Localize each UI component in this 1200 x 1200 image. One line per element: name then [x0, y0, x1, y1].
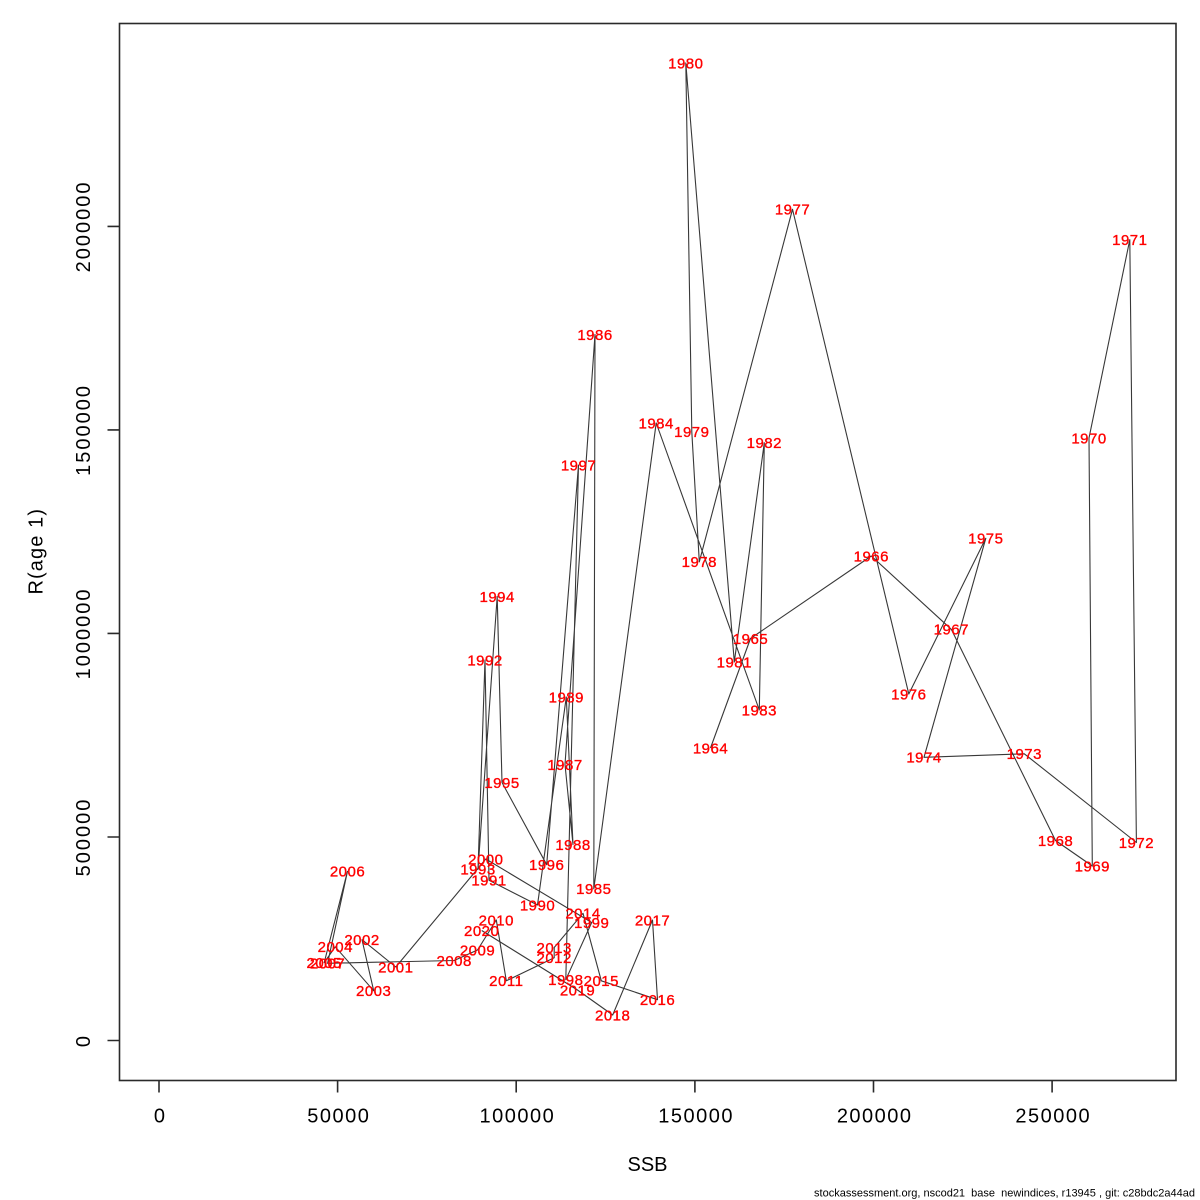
svg-text:2000000: 2000000 [73, 180, 95, 272]
svg-text:200000: 200000 [837, 1106, 913, 1128]
svg-text:1977: 1977 [775, 202, 810, 219]
svg-text:1997: 1997 [561, 457, 596, 474]
svg-text:1994: 1994 [480, 589, 515, 606]
svg-text:2018: 2018 [595, 1007, 630, 1024]
svg-text:1000000: 1000000 [73, 587, 95, 679]
svg-text:stockassessment.org, nscod21: stockassessment.org, nscod21 base newind… [814, 1188, 1195, 1200]
svg-text:1989: 1989 [549, 689, 584, 706]
svg-text:1975: 1975 [968, 531, 1003, 548]
svg-text:1993: 1993 [460, 862, 495, 879]
svg-text:1983: 1983 [742, 702, 777, 719]
svg-text:1964: 1964 [693, 740, 728, 757]
svg-text:2003: 2003 [356, 983, 391, 1000]
svg-text:2011: 2011 [489, 973, 523, 990]
svg-text:1979: 1979 [674, 424, 709, 441]
svg-text:1991: 1991 [471, 873, 506, 890]
svg-text:2020: 2020 [464, 923, 499, 940]
svg-text:1978: 1978 [682, 554, 717, 571]
svg-text:2008: 2008 [437, 953, 472, 970]
svg-text:1990: 1990 [520, 897, 555, 914]
svg-text:1996: 1996 [529, 857, 564, 874]
svg-text:2001: 2001 [378, 959, 413, 976]
svg-text:1967: 1967 [934, 622, 969, 639]
svg-text:1972: 1972 [1119, 835, 1154, 852]
svg-text:1500000: 1500000 [73, 384, 95, 476]
svg-text:1992: 1992 [467, 652, 502, 669]
svg-text:1999: 1999 [574, 915, 609, 932]
svg-text:R(age 1): R(age 1) [26, 508, 48, 595]
svg-text:2012: 2012 [537, 950, 572, 967]
svg-text:150000: 150000 [658, 1106, 734, 1128]
svg-text:2004: 2004 [318, 939, 353, 956]
svg-text:1984: 1984 [639, 415, 674, 432]
svg-text:1968: 1968 [1038, 833, 1073, 850]
svg-text:2000: 2000 [468, 851, 503, 868]
svg-text:1965: 1965 [733, 631, 768, 648]
svg-text:2009: 2009 [460, 942, 495, 959]
svg-text:2019: 2019 [560, 982, 595, 999]
svg-text:50000: 50000 [307, 1106, 370, 1128]
svg-text:1971: 1971 [1112, 232, 1147, 249]
svg-text:2005: 2005 [307, 955, 342, 972]
svg-text:2002: 2002 [344, 932, 379, 949]
svg-text:1974: 1974 [906, 750, 941, 767]
svg-text:1995: 1995 [484, 775, 519, 792]
svg-text:1969: 1969 [1075, 858, 1110, 875]
svg-text:1988: 1988 [555, 837, 590, 854]
svg-text:1985: 1985 [576, 881, 611, 898]
svg-text:250000: 250000 [1015, 1106, 1091, 1128]
svg-text:2013: 2013 [537, 940, 572, 957]
svg-text:1986: 1986 [577, 327, 612, 344]
svg-text:SSB: SSB [627, 1154, 667, 1176]
svg-text:1980: 1980 [668, 55, 703, 72]
svg-text:1966: 1966 [854, 548, 889, 565]
svg-text:2006: 2006 [330, 864, 365, 881]
svg-text:1970: 1970 [1071, 430, 1106, 447]
svg-text:1987: 1987 [547, 757, 582, 774]
svg-text:2015: 2015 [584, 973, 619, 990]
svg-text:1973: 1973 [1007, 746, 1042, 763]
svg-text:2010: 2010 [479, 912, 514, 929]
svg-text:500000: 500000 [73, 798, 95, 877]
svg-text:1998: 1998 [548, 972, 583, 989]
svg-text:2017: 2017 [635, 912, 670, 929]
svg-text:1976: 1976 [891, 686, 926, 703]
svg-text:1981: 1981 [717, 654, 752, 671]
svg-text:2014: 2014 [565, 906, 600, 923]
svg-text:1982: 1982 [747, 435, 782, 452]
svg-text:0: 0 [73, 1034, 95, 1047]
svg-text:100000: 100000 [480, 1106, 556, 1128]
svg-text:2016: 2016 [640, 992, 675, 1009]
svg-text:2007: 2007 [310, 956, 345, 973]
svg-text:0: 0 [154, 1106, 167, 1128]
